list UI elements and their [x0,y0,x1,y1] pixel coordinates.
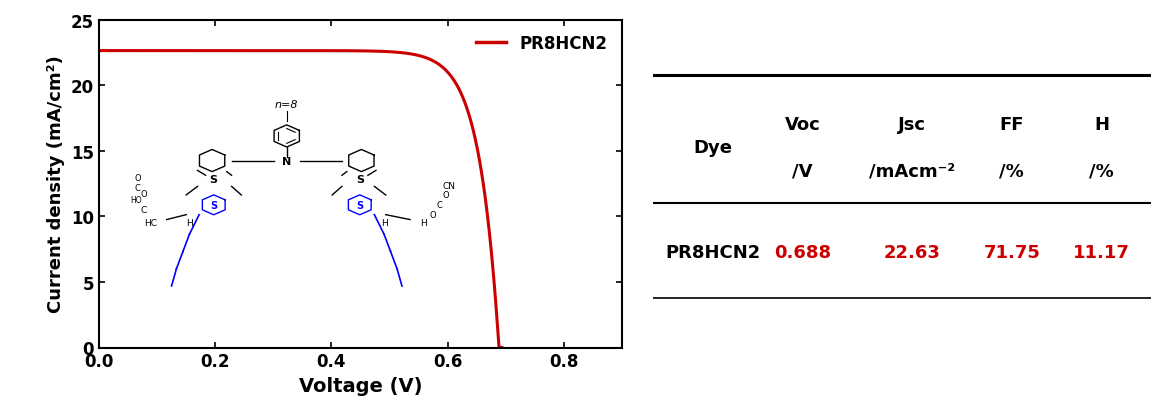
Text: 22.63: 22.63 [884,244,941,262]
PR8HCN2 [483,238,497,243]
PR8HCN2 [287,49,301,54]
Legend: PR8HCN2: PR8HCN2 [469,29,614,60]
Text: H: H [1094,116,1110,134]
Text: /V: /V [792,162,813,180]
Text: 71.75: 71.75 [984,244,1040,262]
Y-axis label: Current density (mA/cm²): Current density (mA/cm²) [48,56,65,312]
PR8HCN2 [492,345,506,350]
PR8HCN2 [409,53,423,58]
Text: Dye: Dye [693,139,733,157]
Text: 0.688: 0.688 [773,244,832,262]
Text: 11.17: 11.17 [1073,244,1130,262]
PR8HCN2 [113,49,127,54]
Text: FF: FF [999,116,1025,134]
PR8HCN2 [495,345,509,350]
Text: /%: /% [999,162,1025,180]
PR8HCN2 [92,49,106,54]
PR8HCN2 [277,49,291,54]
PR8HCN2 [483,236,497,241]
X-axis label: Voltage (V): Voltage (V) [299,376,422,395]
Text: PR8HCN2: PR8HCN2 [665,244,761,262]
Text: Jsc: Jsc [898,116,926,134]
Line: PR8HCN2: PR8HCN2 [99,52,502,348]
Text: /%: /% [1089,162,1114,180]
Text: Voc: Voc [785,116,820,134]
Text: /mAcm⁻²: /mAcm⁻² [869,162,955,180]
